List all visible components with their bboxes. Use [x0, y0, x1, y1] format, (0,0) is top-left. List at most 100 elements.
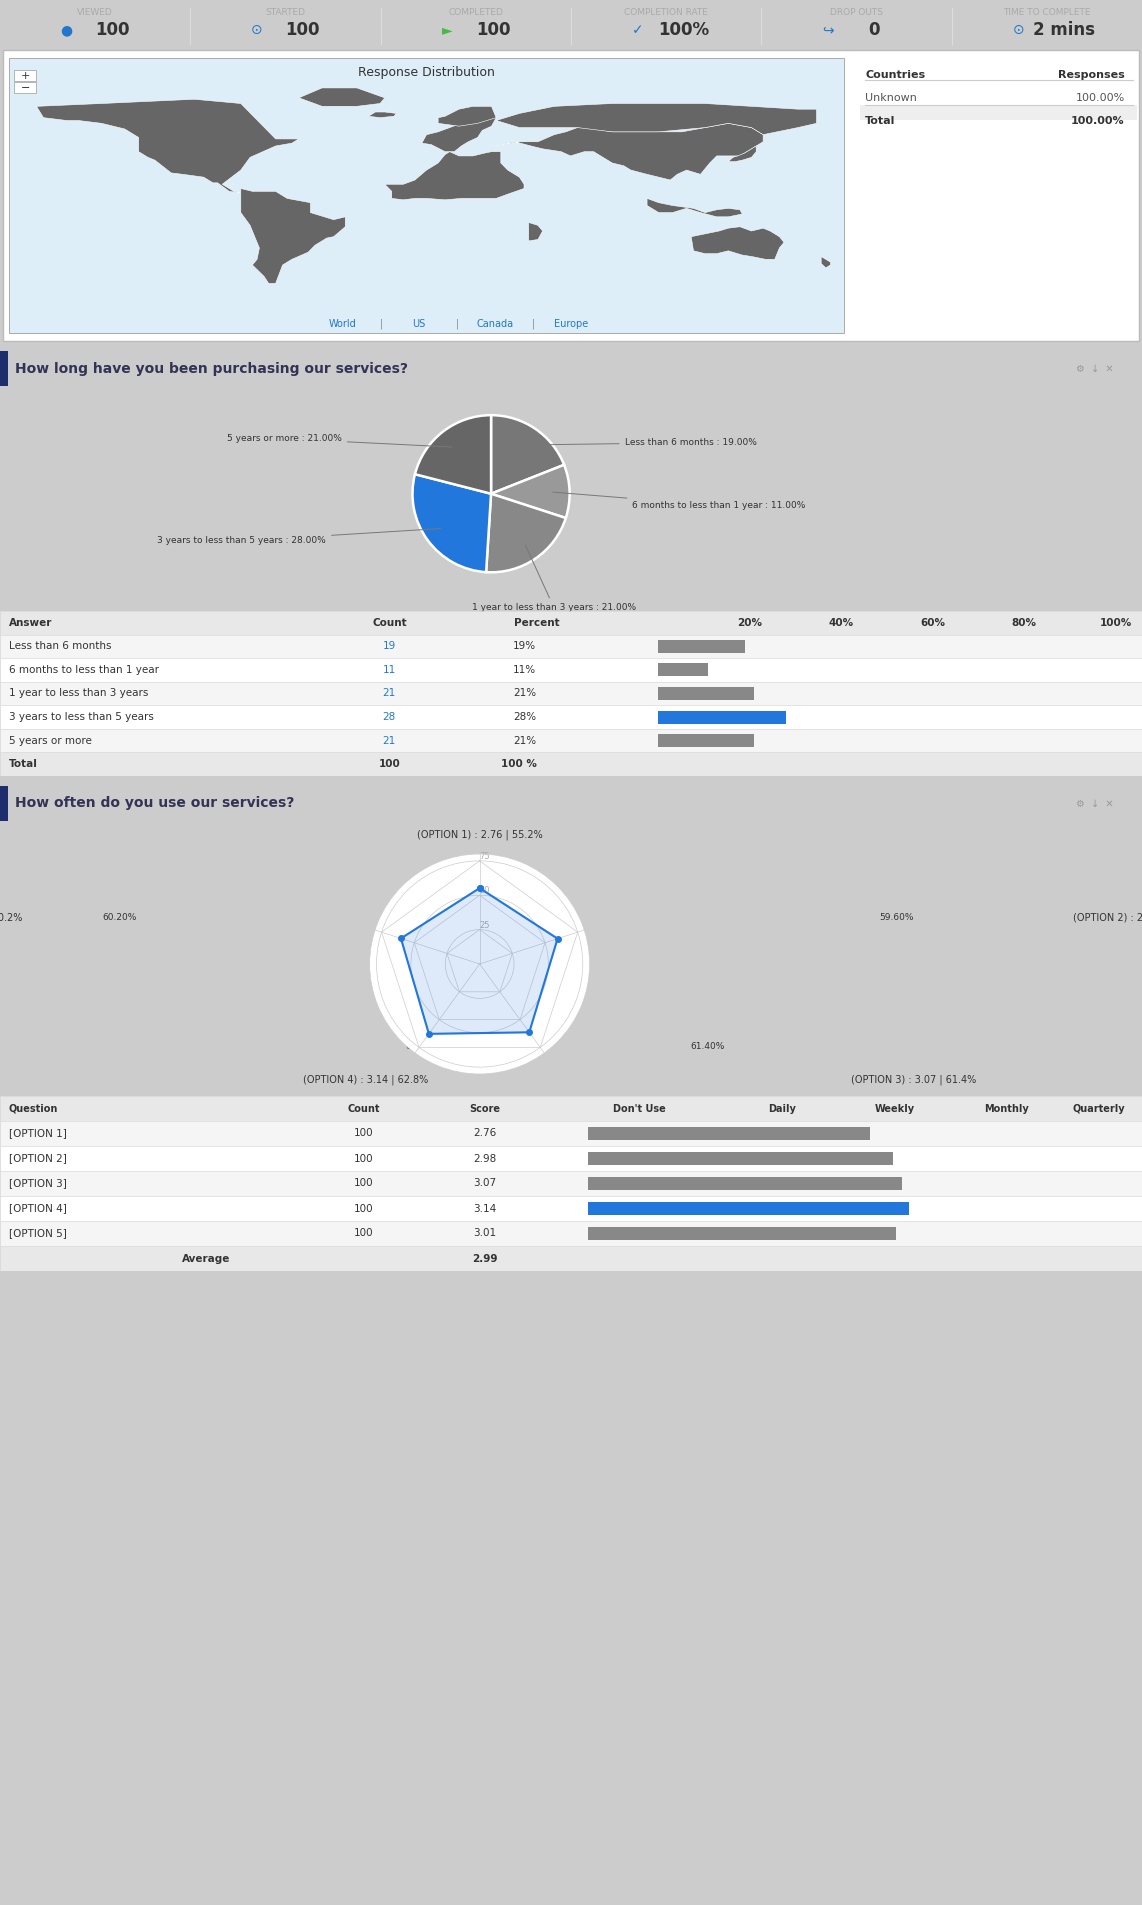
Text: 60%: 60% [920, 617, 946, 629]
Text: [OPTION 1]: [OPTION 1] [9, 1128, 66, 1139]
Polygon shape [691, 227, 785, 259]
Text: 100: 100 [95, 21, 129, 38]
Text: 3.01: 3.01 [473, 1229, 496, 1238]
Text: 6 months to less than 1 year: 6 months to less than 1 year [9, 665, 159, 674]
Polygon shape [401, 888, 557, 1034]
Text: Count: Count [372, 617, 407, 629]
Text: 21%: 21% [513, 735, 537, 745]
Text: ●: ● [61, 23, 73, 36]
Text: 62.00%: 62.00% [405, 1042, 440, 1052]
Text: 61.40%: 61.40% [691, 1042, 725, 1052]
Text: 1 year to less than 3 years : 21.00%: 1 year to less than 3 years : 21.00% [472, 545, 636, 612]
Text: 21%: 21% [513, 688, 537, 699]
Text: (OPTION 3) : 3.07 | 61.4%: (OPTION 3) : 3.07 | 61.4% [851, 1074, 976, 1084]
Text: COMPLETION RATE: COMPLETION RATE [625, 8, 708, 17]
Bar [0, 612, 1142, 634]
Bar [658, 640, 745, 653]
Text: 100: 100 [378, 760, 400, 770]
Text: |: | [532, 318, 534, 330]
Bar [658, 711, 786, 724]
Bar [588, 1227, 895, 1240]
Text: |: | [379, 318, 383, 330]
Bar [658, 688, 754, 699]
Text: 28%: 28% [513, 712, 537, 722]
Text: How long have you been purchasing our services?: How long have you been purchasing our se… [15, 362, 408, 375]
Text: 3 years to less than 5 years : 28.00%: 3 years to less than 5 years : 28.00% [158, 528, 441, 545]
Text: 2.99: 2.99 [472, 1253, 497, 1263]
Bar [0, 1221, 1142, 1246]
Text: 100%: 100% [658, 21, 709, 38]
Text: Answer: Answer [9, 617, 53, 629]
Text: ⊙: ⊙ [251, 23, 263, 36]
Text: Europe: Europe [554, 318, 588, 330]
Text: 100: 100 [476, 21, 510, 38]
Text: ⚙  ↓  ✕: ⚙ ↓ ✕ [1076, 364, 1113, 373]
Text: How often do you use our services?: How often do you use our services? [15, 796, 295, 810]
Text: (OPTION 2) : 2.98 | 59.6%: (OPTION 2) : 2.98 | 59.6% [1073, 912, 1142, 922]
Text: 59.60%: 59.60% [879, 912, 914, 922]
Text: 19%: 19% [513, 642, 537, 652]
Text: 40%: 40% [828, 617, 853, 629]
Text: 100: 100 [286, 21, 320, 38]
Text: Total: Total [9, 760, 38, 770]
Text: 11%: 11% [513, 665, 537, 674]
Text: 19: 19 [383, 642, 396, 652]
Wedge shape [415, 415, 491, 493]
Bar [860, 105, 1136, 120]
Text: 80%: 80% [1012, 617, 1037, 629]
Text: Weekly: Weekly [875, 1103, 915, 1114]
Text: 3.07: 3.07 [473, 1179, 496, 1189]
Bar [0, 1095, 1142, 1120]
Text: 100: 100 [354, 1128, 373, 1139]
Text: +: + [21, 70, 30, 82]
Bar [0, 730, 1142, 752]
Text: 100.00%: 100.00% [1071, 116, 1125, 126]
Text: [OPTION 3]: [OPTION 3] [9, 1179, 66, 1189]
Polygon shape [299, 88, 385, 107]
Text: ⚙  ↓  ✕: ⚙ ↓ ✕ [1076, 798, 1113, 808]
Text: Quarterly: Quarterly [1072, 1103, 1125, 1114]
Text: 100: 100 [354, 1154, 373, 1164]
Bar [14, 82, 37, 93]
Polygon shape [496, 103, 817, 135]
Text: Daily: Daily [769, 1103, 796, 1114]
Text: 2.76: 2.76 [473, 1128, 496, 1139]
Bar [0, 351, 8, 387]
Wedge shape [491, 465, 570, 518]
Text: Unknown: Unknown [866, 93, 917, 103]
Polygon shape [421, 118, 496, 152]
Bar [0, 787, 8, 821]
Text: ⊙: ⊙ [1013, 23, 1024, 36]
Text: ►: ► [442, 23, 452, 36]
Bar [0, 752, 1142, 775]
Text: 20%: 20% [737, 617, 762, 629]
Text: (OPTION 5) : 3.01 | 60.2%: (OPTION 5) : 3.01 | 60.2% [0, 912, 23, 922]
Bar [0, 1120, 1142, 1147]
Text: Responses: Responses [1057, 70, 1125, 80]
Text: ✓: ✓ [632, 23, 643, 36]
Bar [588, 1202, 909, 1215]
Text: Score: Score [469, 1103, 500, 1114]
Bar [0, 1196, 1142, 1221]
Bar [9, 57, 844, 333]
Text: STARTED: STARTED [265, 8, 306, 17]
Text: [OPTION 5]: [OPTION 5] [9, 1229, 66, 1238]
Text: Count: Count [347, 1103, 379, 1114]
Polygon shape [729, 147, 756, 162]
Polygon shape [648, 198, 742, 217]
Text: 5 years or more: 5 years or more [9, 735, 91, 745]
Text: Average: Average [182, 1253, 230, 1263]
Text: [OPTION 2]: [OPTION 2] [9, 1154, 66, 1164]
Wedge shape [412, 474, 491, 572]
Text: 3 years to less than 5 years: 3 years to less than 5 years [9, 712, 153, 722]
Text: Less than 6 months : 19.00%: Less than 6 months : 19.00% [526, 438, 756, 448]
Bar [588, 1177, 902, 1191]
Polygon shape [821, 257, 830, 269]
Text: (OPTION 4) : 3.14 | 62.8%: (OPTION 4) : 3.14 | 62.8% [303, 1074, 428, 1084]
Bar [0, 634, 1142, 657]
Text: 2.98: 2.98 [473, 1154, 496, 1164]
Text: 55.20%: 55.20% [463, 867, 497, 874]
Polygon shape [496, 124, 763, 179]
Text: 100.00%: 100.00% [1076, 93, 1125, 103]
Text: 3.14: 3.14 [473, 1204, 496, 1213]
